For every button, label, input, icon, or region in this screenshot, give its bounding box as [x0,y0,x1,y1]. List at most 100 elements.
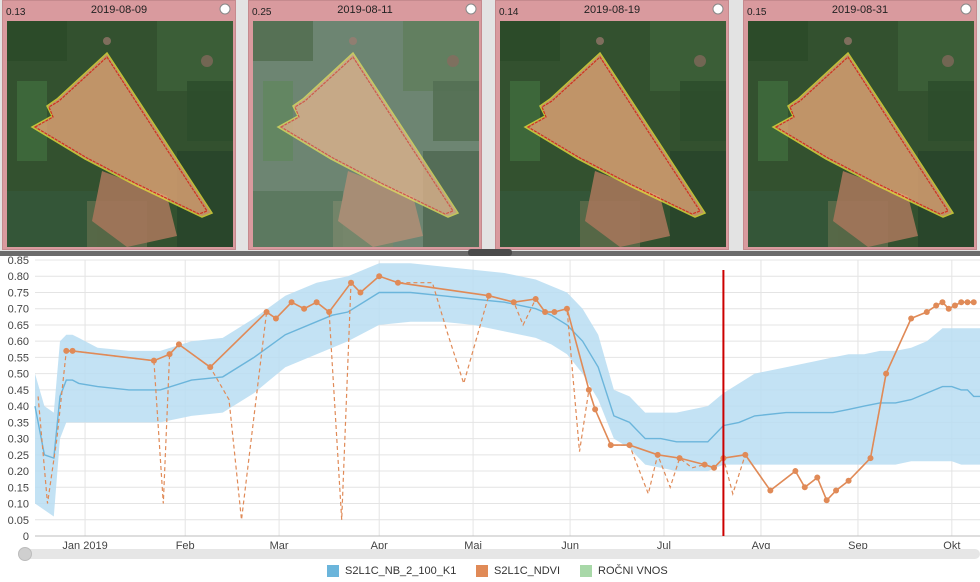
ndvi-point[interactable] [711,464,718,471]
ndvi-point[interactable] [63,347,70,354]
tile-date: 2019-08-11 [337,4,393,16]
zoom-circle-icon[interactable] [465,3,477,15]
satellite-tile[interactable]: 0.13 2019-08-09 [2,0,236,250]
satellite-tile[interactable]: 0.25 2019-08-11 [248,0,482,250]
ndvi-point[interactable] [263,308,270,315]
ndvi-point[interactable] [485,292,492,299]
ndvi-point[interactable] [150,357,157,364]
zoom-circle-icon[interactable] [219,3,231,15]
y-tick-label: 0.45 [8,385,29,397]
tile-cloud-cover: 0.13 [6,7,26,18]
satellite-image [253,21,479,247]
y-tick-label: 0.35 [8,417,29,429]
ndvi-point[interactable] [357,289,364,296]
ndvi-point[interactable] [970,299,977,306]
ndvi-point[interactable] [551,308,558,315]
y-tick-label: 0.85 [8,256,29,267]
legend-swatch [476,565,488,577]
ndvi-point[interactable] [532,295,539,302]
tile-cloud-cover: 0.15 [747,7,767,18]
ndvi-point[interactable] [701,461,708,468]
tile-header: 0.15 2019-08-31 [744,1,976,21]
ndvi-point[interactable] [288,299,295,306]
zoom-circle-icon[interactable] [712,3,724,15]
ndvi-point[interactable] [833,487,840,494]
satellite-tile-strip: 0.13 2019-08-09 0.25 2019-08-11 0.14 201… [0,0,980,252]
ndvi-point[interactable] [939,299,946,306]
ndvi-point[interactable] [883,370,890,377]
ndvi-point[interactable] [923,308,930,315]
ndvi-point[interactable] [964,299,971,306]
satellite-image [7,21,233,247]
ndvi-point[interactable] [845,477,852,484]
ndvi-point[interactable] [814,474,821,481]
ndvi-point[interactable] [607,442,614,449]
y-tick-label: 0.30 [8,434,29,446]
tile-date: 2019-08-09 [90,4,148,16]
ndvi-point[interactable] [542,308,549,315]
y-tick-label: 0.80 [8,271,29,283]
ndvi-point[interactable] [207,364,214,371]
ndvi-point[interactable] [626,442,633,449]
ndvi-point[interactable] [510,299,517,306]
ndvi-point[interactable] [945,305,952,312]
ndvi-point[interactable] [908,315,915,322]
tile-cloud-cover: 0.25 [252,7,272,18]
timeline-scrollbar[interactable] [18,547,980,561]
ndvi-point[interactable] [348,279,355,286]
legend-item-annual[interactable]: ROČNI VNOS [580,564,668,578]
nb-mean-line[interactable] [34,291,980,460]
ndvi-point[interactable] [313,299,320,306]
legend-label: S2L1C_NB_2_100_K1 [345,565,457,577]
tile-cloud-cover: 0.14 [499,7,519,18]
ndvi-point[interactable] [933,302,940,309]
splitter-grip[interactable] [468,249,512,256]
ndvi-point[interactable] [175,341,182,348]
ndvi-point[interactable] [166,351,173,358]
ndvi-point[interactable] [272,315,279,322]
ndvi-point[interactable] [823,497,830,504]
zoom-circle-icon[interactable] [960,3,972,15]
y-tick-label: 0.20 [8,466,29,478]
tile-header: 0.14 2019-08-19 [496,1,728,21]
satellite-tile[interactable]: 0.15 2019-08-31 [743,0,977,250]
ndvi-point[interactable] [654,451,661,458]
ndvi-point[interactable] [326,308,333,315]
ndvi-point[interactable] [867,455,874,462]
ndvi-point[interactable] [767,487,774,494]
ndvi-point[interactable] [394,279,401,286]
scrollbar-handle[interactable] [18,547,32,561]
ndvi-point[interactable] [801,484,808,491]
y-tick-label: 0.65 [8,320,29,332]
satellite-image [748,21,974,247]
ndvi-point[interactable] [585,386,592,393]
y-tick-label: 0.70 [8,304,29,316]
y-tick-label: 0.60 [8,336,29,348]
ndvi-point[interactable] [69,347,76,354]
ndvi-point[interactable] [563,305,570,312]
legend-swatch [580,565,592,577]
ndvi-point[interactable] [951,302,958,309]
legend-swatch [327,565,339,577]
ndvi-point[interactable] [792,468,799,475]
tile-header: 0.13 2019-08-09 [3,1,235,21]
satellite-tile[interactable]: 0.14 2019-08-19 [495,0,729,250]
ndvi-point[interactable] [958,299,965,306]
ndvi-point[interactable] [592,406,599,413]
y-tick-label: 0 [23,531,29,543]
y-tick-label: 0.25 [8,450,29,462]
ndvi-point[interactable] [376,273,383,280]
legend-item-nb[interactable]: S2L1C_NB_2_100_K1 [327,564,456,578]
ndvi-point[interactable] [301,305,308,312]
ndvi-point[interactable] [676,455,683,462]
satellite-image [500,21,726,247]
ndvi-point[interactable] [742,451,749,458]
chart-legend: S2L1C_NB_2_100_K1 S2L1C_NDVI ROČNI VNOS [0,562,980,580]
tile-date: 2019-08-31 [831,4,889,16]
tile-header: 0.25 2019-08-11 [249,1,481,21]
ndvi-chart: 0 0.05 0.10 0.15 0.20 0.25 0.30 0.35 0.40 0.45 0.5… [0,255,980,556]
y-tick-label: 0.15 [8,482,29,494]
chart-canvas[interactable]: 0 0.05 0.10 0.15 0.20 0.25 0.30 0.35 0.40 0.45 0.5… [0,255,980,552]
legend-item-ndvi[interactable]: S2L1C_NDVI [476,564,560,578]
panel-splitter[interactable] [0,249,980,256]
